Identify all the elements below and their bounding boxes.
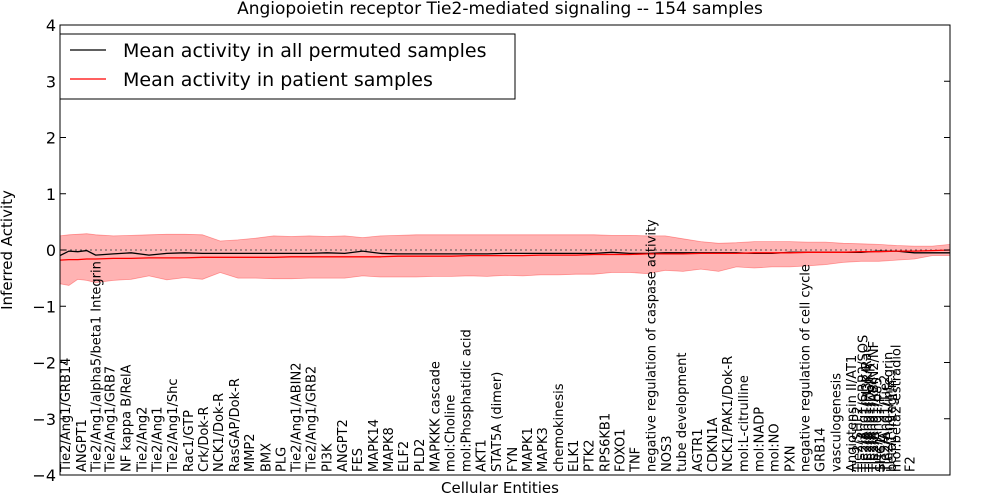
entity-label: Tie2/Ang1/GRB2/SOS <box>856 335 871 473</box>
legend-label-patient: Mean activity in patient samples <box>123 69 433 91</box>
legend-label-permuted: Mean activity in all permuted samples <box>123 40 486 62</box>
entity-label: RasGAP/Dok-R <box>228 378 243 472</box>
entity-label: NOS3 <box>660 436 675 472</box>
entity-label: PXN <box>784 446 799 472</box>
entity-label: Rac1/GTP <box>182 410 197 472</box>
y-tick-label: −4 <box>32 466 56 485</box>
entity-label: NCK1/PAK1/Dok-R <box>721 356 736 472</box>
y-tick-label: −1 <box>32 297 56 316</box>
entity-label: PLG <box>274 447 289 472</box>
entity-label: STAT5A (dimer) <box>490 372 505 472</box>
entity-label: Tie2/Ang1/GRB2 <box>305 366 320 473</box>
entity-label: Tie2/Ang1/PI3K/Rac <box>860 345 875 473</box>
entity-label: Tie2/Ang1/Tie2 <box>878 375 893 473</box>
entity-label: mol:NO <box>767 423 782 472</box>
entity-label: BMX <box>259 443 274 472</box>
plot-area <box>59 233 951 286</box>
entity-label: AKT1 <box>475 439 490 472</box>
entity-label: FES <box>351 448 366 472</box>
entity-label: MAPKKK cascade <box>428 361 443 472</box>
x-axis-label: Cellular Entities <box>441 479 559 497</box>
legend-box <box>59 33 516 100</box>
entity-label: NF kappa B/RelA <box>120 364 135 472</box>
entity-label: mol:Choline <box>444 395 459 472</box>
entity-label: Tie2/Ang1/ABIN2 <box>290 363 305 473</box>
entity-label: GRB14 <box>814 427 829 472</box>
entity-label: Angiotensin II/AT1 <box>845 355 860 472</box>
entity-label: negative regulation of caspase activity <box>645 219 660 472</box>
y-axis-label: Inferred Activity <box>0 190 16 310</box>
y-tick-label: −2 <box>32 354 56 373</box>
y-tick-label: −3 <box>32 410 56 429</box>
entity-label: MAPK1 <box>521 427 536 472</box>
entity-label: MAPK3 <box>536 427 551 472</box>
y-tick-label: 0 <box>46 241 56 260</box>
entity-label: Tie2/Ang1/GRB14 <box>59 358 74 473</box>
entity-label: negative regulation of cell cycle <box>799 264 814 472</box>
entity-label: Crk/Dok-R <box>197 406 212 472</box>
entity-label: Tie2/Ang1/Dok-R <box>864 363 879 473</box>
entity-label: ELK1 <box>567 440 582 472</box>
entity-label: vasculogenesis <box>830 373 845 472</box>
entity-label: Tie2/Ang1/ABIN2/NF <box>867 341 882 473</box>
entity-label: beta1 integrin <box>885 380 900 472</box>
entity-label: mol:L-citrulline <box>737 375 752 472</box>
entity-label: AGTR1 <box>691 428 706 472</box>
entity-label: FYN <box>506 447 521 472</box>
entity-label: Tie2/Ang1/Shc <box>166 379 181 473</box>
entity-label: MAPK14 <box>367 419 382 472</box>
entity-label: chemokinesis <box>552 383 567 472</box>
entity-label: FOXO1 <box>614 429 629 472</box>
entity-label: mol:Phosphatidic acid <box>460 329 475 472</box>
entity-label: Tie2/Ang1/integrin <box>881 352 896 473</box>
entity-label: CDKN1A <box>706 417 721 472</box>
y-tick-label: 3 <box>46 72 56 91</box>
entity-label: tube development <box>675 353 690 472</box>
entity-label: Tie2/SHP2 <box>851 406 866 473</box>
entity-label: F2 <box>904 456 919 472</box>
y-tick-label: 4 <box>46 16 56 35</box>
entity-label: mol:beta2-estradiol <box>889 345 904 473</box>
axes: −4 −3 −2 −1 0 1 2 3 4 <box>32 16 951 485</box>
entity-labels: Tie2/Ang1/GRB14 ANGPT1 Tie2/Ang1/alpha5/be… <box>59 219 919 473</box>
series-line-patient <box>59 249 951 261</box>
entity-label: MAPK8 <box>382 427 397 472</box>
entity-label: Tie2/Ang2 <box>136 407 151 473</box>
entity-label: Tie2/Ang1 <box>151 407 166 473</box>
legend: Mean activity in all permuted samples Me… <box>59 33 516 100</box>
y-tick-label: 1 <box>46 185 56 204</box>
y-tick-label: 2 <box>46 129 56 148</box>
entity-label: MMP2 <box>243 433 258 472</box>
entity-label: Tie2/Ang1/GRB7 <box>104 366 119 473</box>
entity-label: ELF2 <box>397 441 412 472</box>
entity-label: PLD2 <box>413 439 428 472</box>
entity-label: ANGPT2 <box>336 419 351 472</box>
entity-label: Tie2/Ang1/alpha5/beta1 Integrin <box>89 261 104 473</box>
entity-label: Tie2/Ang1/p85 <box>871 377 886 473</box>
entity-label: RPS6KB1 <box>598 413 613 472</box>
entity-label: TNF <box>629 447 644 473</box>
entity-label: PTK2 <box>582 439 597 472</box>
entity-label: SHC1 <box>874 437 889 472</box>
entity-label: mol:NADP <box>752 407 767 472</box>
entity-label: NCK1/Dok-R <box>212 393 227 472</box>
entity-label: ANGPT1 <box>75 419 90 472</box>
entity-label: PI3K <box>321 443 336 472</box>
chart-title: Angiopoietin receptor Tie2-mediated sign… <box>237 0 763 19</box>
